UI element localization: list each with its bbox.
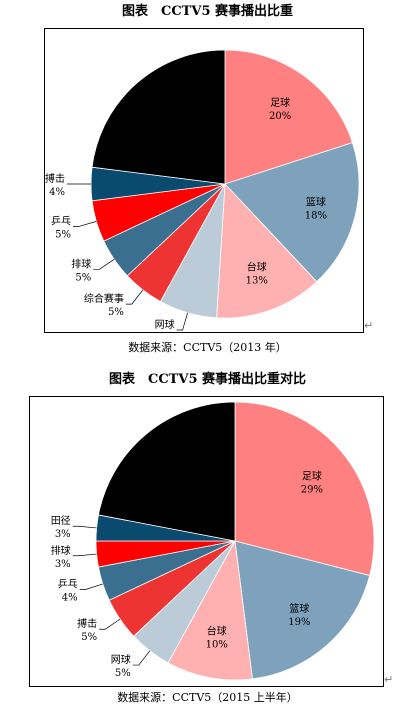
leader-line [72, 525, 97, 529]
pie-slice [234, 540, 371, 680]
slice-value-label: 10% [206, 640, 228, 651]
slice-category-label: 排球 [51, 544, 71, 557]
slice-category-label: 搏击 [45, 172, 65, 185]
slice-value-label: 18% [305, 210, 327, 221]
slice-category-label: 网球 [155, 318, 175, 331]
chart2-frame: 足球 29% 篮球 19% 台球 10% 网球 5% 搏击 5% 乒乓 4% 排球 3% 田径 3% 其他 22% [29, 396, 384, 687]
slice-category-label: 台球 [207, 625, 227, 638]
leader-line [72, 553, 97, 557]
chart2-source: 数据来源：CCTV5（2015 上半年） [117, 691, 298, 704]
slice-category-label: 搏击 [77, 617, 97, 630]
slice-category-label: 足球 [270, 96, 290, 109]
leader-line [73, 221, 97, 227]
slice-value-label: 5% [55, 229, 71, 240]
slice-value-label: 19% [288, 617, 310, 628]
chart1-source: 数据来源：CCTV5（2013 年） [128, 341, 287, 354]
slice-value-label: 4% [49, 187, 65, 198]
slice-category-label: 篮球 [289, 602, 309, 615]
pie-slice [167, 539, 253, 681]
slice-value-label: 29% [301, 484, 323, 495]
chart1-title: 图表 CCTV5 赛事播出比重 [121, 4, 294, 19]
slice-value-label: 5% [115, 668, 131, 679]
slice-category-label: 其他 [153, 102, 173, 115]
paragraph-mark: ↵ [384, 673, 394, 686]
slice-category-label: 乒乓 [51, 214, 71, 227]
chart2-pie: 足球 29% 篮球 19% 台球 10% 网球 5% 搏击 5% 乒乓 4% 排球 3% 田径 3% 其他 22% [51, 401, 375, 681]
slice-category-label: 田径 [51, 514, 71, 527]
leader-line [99, 618, 121, 630]
leader-line [125, 289, 144, 305]
leader-line [79, 583, 103, 590]
pie-slice [91, 49, 226, 185]
slice-category-label: 网球 [111, 653, 131, 666]
slice-category-label: 足球 [302, 469, 322, 482]
slice-value-label: 5% [81, 632, 97, 643]
leader-line [176, 312, 188, 331]
slice-category-label: 台球 [247, 260, 267, 273]
slice-category-label: 排球 [71, 257, 91, 270]
slice-category-label: 其他 [163, 454, 183, 467]
leader-line [93, 259, 115, 270]
paragraph-mark: ↵ [364, 319, 374, 332]
slice-value-label: 13% [246, 275, 268, 286]
slice-category-label: 综合赛事 [84, 292, 124, 305]
pie-slice [224, 49, 353, 185]
pie-slice [234, 401, 375, 577]
chart1-pie: 足球20%篮球18%台球13%网球7%综合赛事5%排球5%乒乓5%搏击4%其他2… [45, 49, 360, 344]
slice-value-label: 5% [108, 307, 124, 318]
slice-value-label: 5% [75, 272, 91, 283]
pie-slice [224, 142, 360, 283]
slice-value-label: 3% [55, 529, 71, 540]
slice-value-label: 23% [152, 117, 174, 128]
leader-line [132, 650, 151, 666]
slice-value-label: 4% [62, 593, 78, 604]
slice-value-label: 3% [55, 559, 71, 570]
pie-slice [216, 183, 318, 319]
slice-value-label: 20% [269, 111, 291, 122]
chart2-title: 图表 CCTV5 赛事播出比重对比 [108, 372, 307, 387]
slice-category-label: 篮球 [306, 195, 326, 208]
slice-category-label: 乒乓 [58, 578, 78, 591]
pie-slice [97, 401, 236, 542]
slice-value-label: 22% [162, 469, 184, 480]
chart1-frame: 足球20%篮球18%台球13%网球7%综合赛事5%排球5%乒乓5%搏击4%其他2… [44, 28, 364, 344]
